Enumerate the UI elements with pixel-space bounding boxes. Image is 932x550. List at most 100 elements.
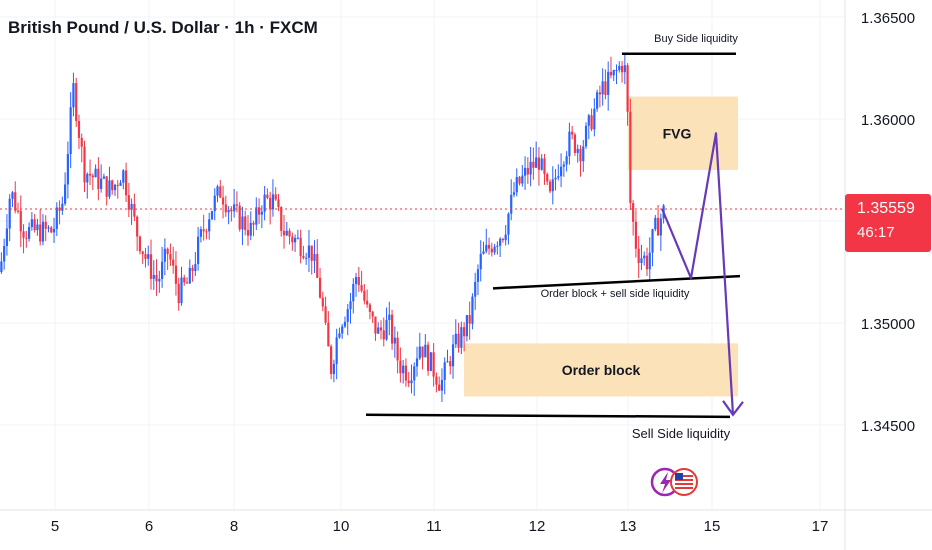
candle-body (332, 363, 335, 375)
candle-body (266, 194, 269, 198)
candle-body (537, 157, 541, 170)
candle-body (435, 376, 438, 385)
candles (0, 52, 665, 402)
x-tick-label: 8 (230, 518, 238, 535)
candle-body (127, 195, 130, 210)
annotation-lines: Buy Side liquidity Order block + sell sid… (365, 33, 741, 441)
candle-body (75, 83, 78, 122)
candle-body (141, 251, 144, 255)
projection-arrowhead (722, 400, 744, 417)
zone-label: Order block (562, 362, 641, 378)
candle-body (571, 131, 574, 135)
candle-body (656, 217, 660, 236)
candle-body (487, 244, 491, 249)
candle-body (629, 111, 632, 204)
candle-body (5, 228, 9, 246)
candle-body (463, 327, 466, 337)
candle-body (291, 236, 294, 243)
candle-body (546, 174, 549, 182)
x-tick-label: 5 (51, 518, 59, 535)
candle-body (133, 203, 136, 217)
candle-body (213, 195, 216, 212)
candle-body (565, 156, 568, 165)
candle-body (64, 184, 67, 204)
candle-body (346, 309, 349, 322)
candle-body (321, 297, 324, 307)
candle-body (152, 275, 155, 279)
candle-body (618, 65, 621, 71)
flag-circle (670, 468, 698, 496)
candle-body (354, 277, 358, 285)
x-tick-label: 10 (333, 518, 350, 535)
candle-body (296, 237, 299, 239)
candle-body (476, 269, 480, 282)
candle-body (496, 245, 499, 247)
candle-body (485, 244, 488, 252)
candle-body (100, 178, 103, 189)
candle-body (446, 361, 449, 363)
candle-body (233, 204, 236, 212)
candle-body (41, 221, 45, 242)
candle-body (535, 157, 538, 168)
candle-body (518, 177, 521, 184)
candle-body (174, 265, 178, 284)
candle-body (124, 170, 128, 196)
candle-body (410, 380, 413, 384)
candle-body (160, 261, 164, 279)
candle-body (482, 251, 485, 254)
y-tick-label: 1.36000 (861, 112, 915, 129)
candle-body (271, 194, 275, 210)
candle-body (557, 176, 560, 178)
candle-body (136, 216, 139, 237)
candle-body (249, 222, 252, 236)
x-tick-label: 11 (426, 518, 442, 535)
candle-body (155, 275, 158, 282)
candle-body (379, 327, 383, 331)
candle-body (651, 229, 654, 253)
candle-body (413, 366, 416, 381)
candle-body (568, 131, 571, 157)
candle-body (604, 81, 607, 95)
candle-body (335, 337, 338, 364)
candle-body (199, 229, 202, 237)
candle-body (116, 184, 119, 186)
candle-body (130, 203, 133, 210)
candle-body (274, 194, 277, 200)
candle-body (540, 158, 543, 170)
candle-body (58, 207, 61, 211)
x-tick-label: 17 (812, 518, 829, 535)
liquidity-label: Buy Side liquidity (654, 33, 738, 45)
flag-stripe (675, 479, 693, 481)
candle-body (493, 246, 496, 253)
candle-body (208, 219, 211, 232)
candle-body (36, 224, 39, 231)
candle-body (357, 277, 360, 286)
candle-body (562, 164, 565, 167)
candle-body (559, 166, 563, 177)
candle-body (205, 231, 208, 233)
candle-body (277, 199, 280, 208)
candle-body (526, 167, 529, 175)
candle-body (579, 148, 582, 162)
candle-body (257, 207, 261, 215)
candle-body (612, 70, 615, 76)
candle-body (374, 316, 377, 334)
candle-body (504, 234, 507, 241)
candle-body (280, 207, 283, 231)
candle-body (548, 181, 552, 192)
candle-body (255, 207, 258, 225)
candle-body (14, 192, 17, 211)
candle-body (584, 125, 588, 147)
liquidity-label: Order block + sell side liquidity (541, 288, 690, 300)
candle-body (587, 115, 590, 126)
candle-body (474, 281, 477, 297)
candle-body (338, 333, 341, 338)
candle-body (640, 258, 643, 264)
zone-order-block (464, 343, 738, 397)
candle-body (0, 261, 3, 272)
bolt-icon (660, 472, 671, 493)
candle-body (366, 300, 369, 305)
flag-canton (675, 473, 683, 480)
